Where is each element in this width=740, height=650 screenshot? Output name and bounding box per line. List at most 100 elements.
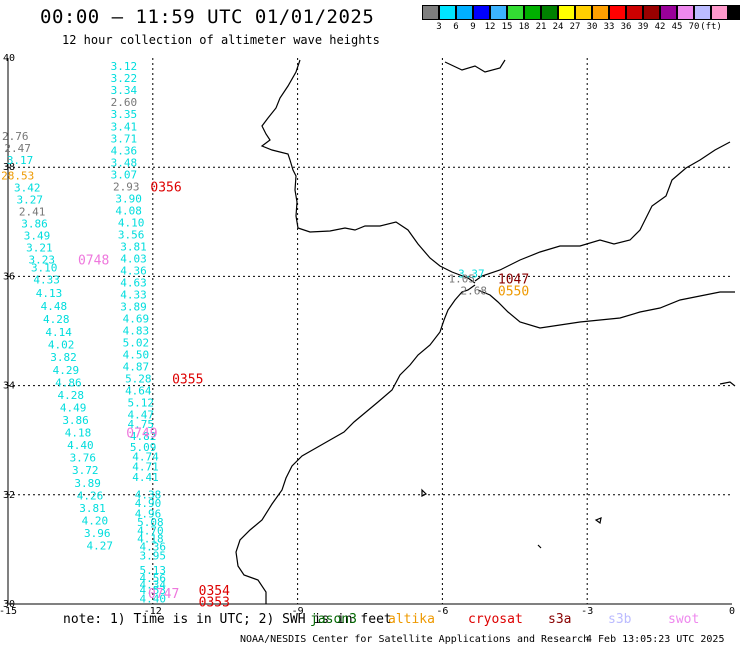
colorbar-swatch (677, 5, 694, 20)
y-tick-label: 38 (3, 162, 15, 173)
wave-height-label: 3.10 (31, 262, 58, 275)
pass-time-label: 0353 (199, 595, 230, 610)
satellite-legend-item: s3b (608, 612, 632, 627)
colorbar-label: 30 (586, 22, 598, 32)
wave-height-label: 3.22 (111, 72, 138, 85)
wave-height-label: 3.81 (79, 502, 106, 515)
wave-height-label: 4.53 (140, 584, 167, 597)
satellite-legend-item: jason3 (310, 612, 357, 627)
colorbar-swatch (609, 5, 626, 20)
map-subtitle: 12 hour collection of altimeter wave hei… (62, 33, 380, 47)
wave-height-label: 2.93 (113, 180, 140, 193)
wave-height-label: 3.17 (7, 154, 34, 167)
wave-height-label: 3.07 (111, 168, 138, 181)
wave-height-label: 4.10 (118, 216, 145, 229)
wave-height-label: 4.96 (135, 507, 162, 520)
colorbar-label: (ft) (700, 22, 722, 32)
island-4 (537, 544, 542, 549)
colorbar-swatch (541, 5, 558, 20)
colorbar-label: 6 (453, 22, 459, 32)
wave-height-label: 5.09 (130, 441, 157, 454)
wave-height-label: 3.56 (118, 228, 145, 241)
colorbar-label: 18 (518, 22, 530, 32)
wave-height-label: 3.76 (70, 452, 97, 465)
wave-height-label: 1.05 (448, 273, 475, 286)
wave-height-label: 3.72 (72, 464, 99, 477)
colorbar-swatch (507, 5, 524, 20)
wave-height-label: 3.21 (26, 241, 53, 254)
pass-time-label: 0354 (199, 584, 230, 599)
wave-height-label: 4.33 (120, 288, 147, 301)
colorbar-swatch (422, 5, 439, 20)
wave-height-label: 5.12 (127, 397, 154, 410)
wave-height-label: 3.23 (29, 253, 56, 266)
x-tick-label: -3 (581, 606, 593, 617)
wave-height-label: 4.36 (111, 144, 138, 157)
colorbar-label: 3 (436, 22, 442, 32)
x-tick-label: -12 (144, 606, 162, 617)
x-tick-label: -15 (0, 606, 17, 617)
coastline-portugal (260, 59, 476, 284)
colorbar-swatch (456, 5, 473, 20)
coastline-morocco (235, 284, 476, 604)
wave-height-label: 4.69 (123, 312, 150, 325)
colorbar-swatch (575, 5, 592, 20)
wave-height-label: 4.50 (123, 348, 150, 361)
x-tick-label: -6 (436, 606, 448, 617)
pass-time-label: 1047 (498, 273, 529, 288)
wave-height-labels: 3.123.223.342.603.353.413.714.363.483.07… (1, 60, 487, 605)
wave-height-label: 4.28 (57, 389, 84, 402)
wave-height-label: 2.60 (111, 96, 138, 109)
wave-height-label: 5.02 (123, 336, 150, 349)
pass-time-label: 0747 (148, 587, 179, 602)
wave-height-label: 28.53 (1, 169, 34, 182)
wave-height-label: 3.35 (111, 108, 138, 121)
x-tick-label: -9 (292, 606, 304, 617)
wave-height-label: 4.75 (127, 418, 154, 431)
pass-time-label: 0550 (498, 285, 529, 300)
wave-height-label: 2.76 (2, 130, 29, 143)
colorbar-swatch (558, 5, 575, 20)
colorbar-label: 42 (654, 22, 666, 32)
satellite-legend-item: altika (388, 612, 435, 627)
axis-tick-labels: -15 -12 -9 -6 -3 0 40 38 36 34 32 30 (0, 53, 735, 617)
wave-height-label: 4.38 (135, 488, 162, 501)
timestamp: 4 Feb 13:05:23 UTC 2025 (586, 634, 725, 645)
colorbar-label: 9 (470, 22, 476, 32)
wave-height-label: 4.48 (41, 300, 68, 313)
colorbar-label: 70 (688, 22, 700, 32)
wave-height-label: 4.18 (137, 532, 164, 545)
wave-height-label: 3.86 (21, 217, 48, 230)
colorbar-swatch (643, 5, 660, 20)
satellite-legend-item: s3a (548, 612, 572, 627)
wave-height-label: 3.90 (115, 192, 142, 205)
wave-height-label: 4.20 (82, 514, 109, 527)
y-tick-label: 40 (3, 53, 15, 64)
wave-height-label: 3.89 (120, 300, 147, 313)
wave-height-label: 4.26 (77, 489, 104, 502)
wave-height-label: 4.47 (127, 409, 154, 422)
credit-line: NOAA/NESDIS Center for Satellite Applica… (240, 634, 590, 645)
island-3 (594, 517, 602, 525)
wave-height-label: 4.36 (140, 541, 167, 554)
colorbar-swatch (439, 5, 456, 20)
colorbar-label: 33 (603, 22, 615, 32)
colorbar-label: 45 (671, 22, 683, 32)
wave-height-label: 4.18 (65, 427, 92, 440)
y-tick-label: 30 (3, 599, 15, 610)
wave-height-label: 2.47 (4, 142, 31, 155)
wave-height-label: 4.41 (132, 471, 159, 484)
wave-height-label: 4.14 (45, 326, 72, 339)
y-tick-label: 34 (3, 381, 15, 392)
colorbar-swatch (524, 5, 541, 20)
colorbar-swatch (728, 5, 740, 20)
wave-height-label: 3.37 (458, 268, 485, 281)
colorbar-swatch (694, 5, 711, 20)
wave-height-label: 4.29 (53, 364, 80, 377)
wave-height-label: 4.82 (130, 430, 157, 443)
wave-height-label: 4.34 (140, 578, 167, 591)
wave-height-label: 4.87 (123, 360, 150, 373)
colorbar-label: 39 (637, 22, 649, 32)
